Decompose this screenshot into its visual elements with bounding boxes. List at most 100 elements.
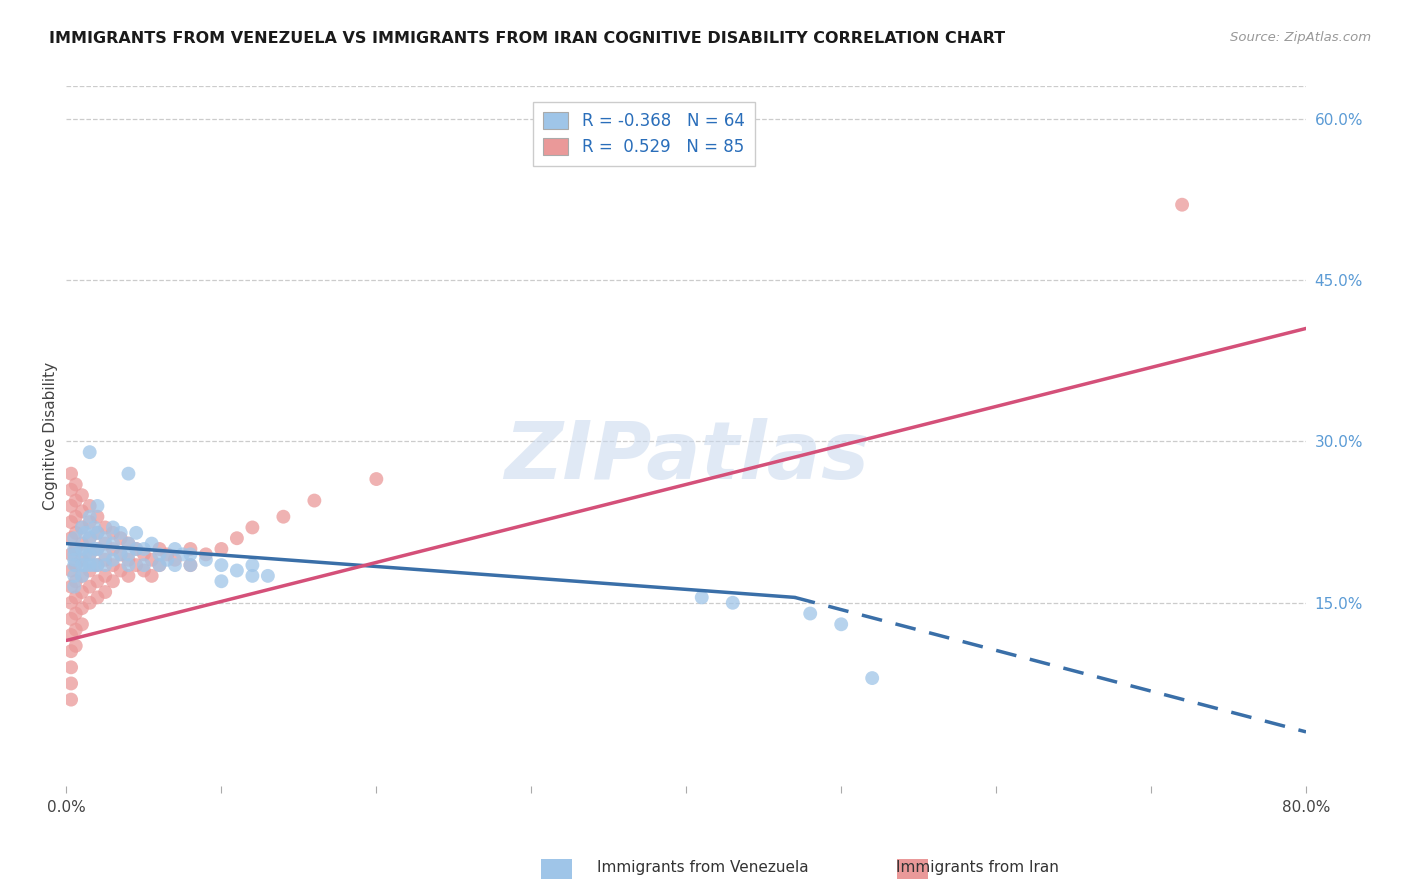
Point	[65, 591, 87, 605]
Point	[65, 525, 87, 540]
Point	[94, 553, 117, 567]
Point	[60, 499, 83, 513]
Point	[225, 564, 247, 578]
Point	[60, 676, 83, 690]
Point	[101, 553, 124, 567]
Point	[60, 467, 83, 481]
Point	[101, 520, 124, 534]
Point	[163, 541, 186, 556]
Point	[242, 569, 264, 583]
Legend: R = -0.368   N = 64, R =  0.529   N = 85: R = -0.368 N = 64, R = 0.529 N = 85	[533, 102, 755, 166]
Point	[690, 591, 713, 605]
Point	[117, 536, 139, 550]
Point	[125, 558, 148, 573]
Text: Immigrants from Venezuela: Immigrants from Venezuela	[598, 860, 808, 874]
Point	[94, 558, 117, 573]
Point	[148, 558, 170, 573]
Point	[101, 574, 124, 589]
Text: IMMIGRANTS FROM VENEZUELA VS IMMIGRANTS FROM IRAN COGNITIVE DISABILITY CORRELATI: IMMIGRANTS FROM VENEZUELA VS IMMIGRANTS …	[49, 31, 1005, 46]
Point	[94, 531, 117, 545]
Point	[86, 574, 108, 589]
Point	[242, 558, 264, 573]
Point	[117, 467, 139, 481]
Text: Immigrants from Iran: Immigrants from Iran	[896, 860, 1059, 874]
Point	[132, 541, 155, 556]
Point	[179, 558, 201, 573]
Point	[209, 541, 232, 556]
Point	[79, 531, 101, 545]
Point	[79, 547, 101, 561]
Point	[860, 671, 883, 685]
Point	[60, 628, 83, 642]
Point	[79, 564, 101, 578]
Point	[63, 531, 86, 545]
Point	[70, 553, 93, 567]
Point	[60, 483, 83, 497]
Point	[60, 644, 83, 658]
Point	[70, 520, 93, 534]
Point	[242, 520, 264, 534]
Point	[86, 509, 108, 524]
Point	[225, 531, 247, 545]
Point	[65, 639, 87, 653]
Point	[79, 509, 101, 524]
Point	[63, 553, 86, 567]
Point	[94, 585, 117, 599]
Point	[148, 558, 170, 573]
Point	[132, 558, 155, 573]
Point	[179, 558, 201, 573]
Point	[79, 547, 101, 561]
Point	[141, 569, 163, 583]
Point	[132, 564, 155, 578]
Point	[110, 564, 132, 578]
Point	[721, 596, 744, 610]
Point	[117, 553, 139, 567]
Point	[94, 520, 117, 534]
Point	[70, 541, 93, 556]
Point	[163, 558, 186, 573]
Point	[60, 580, 83, 594]
Point	[73, 525, 96, 540]
Point	[83, 541, 105, 556]
Point	[209, 574, 232, 589]
Point	[86, 541, 108, 556]
Point	[65, 541, 87, 556]
Point	[65, 574, 87, 589]
Point	[86, 525, 108, 540]
Point	[79, 445, 101, 459]
Point	[65, 509, 87, 524]
Point	[117, 558, 139, 573]
Point	[65, 607, 87, 621]
Point	[70, 520, 93, 534]
Point	[73, 558, 96, 573]
Point	[117, 536, 139, 550]
Point	[94, 569, 117, 583]
Point	[86, 499, 108, 513]
Point	[79, 499, 101, 513]
Point	[63, 569, 86, 583]
Point	[1171, 197, 1194, 211]
Point	[60, 692, 83, 706]
Point	[79, 515, 101, 529]
Point	[86, 591, 108, 605]
Point	[86, 541, 108, 556]
Point	[141, 553, 163, 567]
Point	[60, 596, 83, 610]
Point	[101, 558, 124, 573]
Point	[257, 569, 280, 583]
Y-axis label: Cognitive Disability: Cognitive Disability	[44, 362, 58, 510]
Point	[156, 553, 179, 567]
Point	[60, 660, 83, 674]
Point	[172, 547, 194, 561]
Point	[132, 547, 155, 561]
Point	[70, 585, 93, 599]
Point	[70, 601, 93, 615]
Point	[63, 541, 86, 556]
Point	[70, 558, 93, 573]
Point	[86, 558, 108, 573]
Point	[70, 617, 93, 632]
Point	[101, 541, 124, 556]
Point	[70, 569, 93, 583]
Point	[60, 515, 83, 529]
Point	[79, 580, 101, 594]
